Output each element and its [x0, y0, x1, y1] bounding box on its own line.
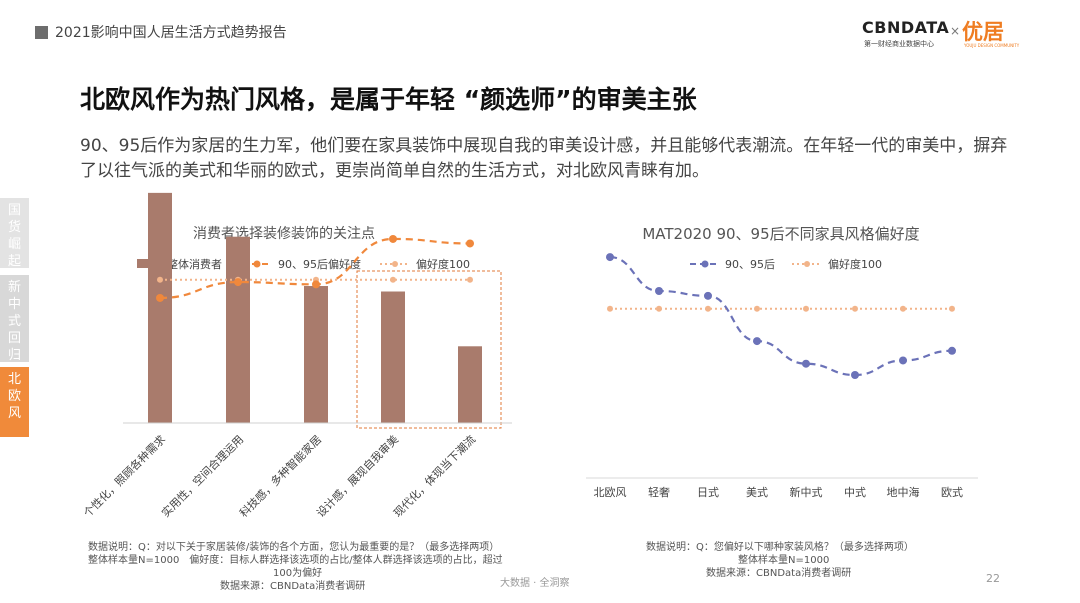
side-tab-char: 式	[7, 314, 21, 329]
x-tick-label-2: 科技感，多种智能家居	[236, 432, 324, 520]
youju-logo: 优居	[962, 20, 1004, 44]
x-tick-label-4: 现代化，体现当下潮流	[390, 432, 478, 520]
right-preference-point-1	[655, 287, 663, 295]
side-tab-char: 起	[7, 254, 21, 269]
right-preference-point-7	[948, 346, 956, 355]
side-tab-char: 中	[7, 297, 21, 312]
side-tab-char: 国	[7, 203, 21, 218]
side-tab-char: 回	[7, 331, 21, 346]
highlight-box	[356, 270, 502, 429]
right-preference-point-2	[704, 291, 712, 300]
legend-baseline-label: 偏好度100	[416, 257, 470, 271]
bar-3	[381, 291, 405, 423]
cbndata-logo-subtitle: 第一财经商业数据中心	[864, 40, 934, 48]
preference-point-4	[466, 239, 474, 248]
page-description: 90、95后作为家居的生力军，他们要在家具装饰中展现自我的审美设计感，并且能够代…	[80, 136, 1008, 181]
right-chart-title: MAT2020 90、95后不同家具风格偏好度	[642, 225, 919, 243]
bar-2	[304, 286, 328, 423]
preference-point-2	[312, 280, 320, 289]
right-chart-notes: 数据说明：Q：您偏好以下哪种家装风格？（最多选择两项） 整体样本量N=1000 …	[646, 541, 914, 580]
note-line: 数据来源：CBNData消费者调研	[706, 568, 852, 579]
right-baseline-point-7	[949, 305, 955, 312]
side-tab-guohuo[interactable]: 国 货 崛 起	[0, 198, 29, 269]
right-x-tick-label-0: 北欧风	[594, 486, 627, 499]
bar-0	[148, 192, 172, 423]
right-baseline-point-1	[656, 305, 662, 312]
legend-bar-label: 整体消费者	[167, 257, 222, 271]
preference-line	[159, 237, 471, 300]
page-number: 22	[986, 572, 1000, 585]
report-title: 2021影响中国人居生活方式趋势报告	[55, 25, 287, 41]
right-preference-point-5	[851, 371, 859, 379]
right-x-tick-label-5: 中式	[844, 486, 866, 499]
right-chart-legend: 90、95后 偏好度100	[690, 257, 882, 271]
legend-line-marker	[701, 260, 709, 268]
note-line: 100为偏好	[273, 568, 323, 579]
note-line: 整体样本量N=1000 偏好度：目标人群选择该选项的占比/整体人群选择该选项的占…	[88, 555, 503, 566]
legend-baseline-marker	[804, 261, 810, 267]
bar-4	[458, 346, 482, 423]
note-line: 数据说明：Q：您偏好以下哪种家装风格？（最多选择两项）	[646, 542, 914, 553]
right-x-tick-label-6: 地中海	[887, 485, 920, 499]
right-baseline-point-6	[900, 305, 906, 312]
preference-point-1	[234, 278, 242, 287]
right-preference-point-0	[606, 253, 614, 262]
baseline-point-3	[390, 276, 396, 283]
side-tab-char: 欧	[7, 389, 21, 404]
right-x-tick-label-1: 轻奢	[648, 485, 670, 499]
left-chart-notes: 数据说明：Q：对以下关于家居装修/装饰的各个方面，您认为最重要的是？（最多选择两…	[88, 541, 503, 593]
right-baseline-point-3	[754, 305, 760, 312]
side-tab-beioufeng[interactable]: 北 欧 风	[0, 367, 29, 437]
side-tab-char: 风	[7, 406, 21, 421]
left-chart-title: 消费者选择装修装饰的关注点	[193, 226, 375, 242]
youju-logo-subtitle: YOUJU DESIGN COMMUNITY	[964, 43, 1020, 48]
x-tick-label-3: 设计感，展现自我审美	[313, 432, 401, 520]
cbndata-logo: CBNDATA	[862, 18, 950, 37]
side-tab-char: 新	[7, 280, 21, 295]
logo-times-sign: ×	[950, 24, 961, 38]
note-line: 整体样本量N=1000	[738, 555, 830, 566]
header-square-icon	[35, 25, 48, 39]
right-preference-point-6	[899, 356, 907, 365]
side-tab-char: 北	[7, 372, 21, 387]
page-title: 北欧风作为热门风格，是属于年轻 “颜选师”的审美主张	[80, 85, 697, 114]
footer-slogan: 大数据 · 全洞察	[500, 578, 570, 589]
note-line: 数据来源：CBNData消费者调研	[220, 581, 366, 592]
side-tab-char: 归	[7, 348, 21, 363]
brand-logo: CBNDATA 第一财经商业数据中心 × 优居 YOUJU DESIGN COM…	[862, 18, 1019, 52]
x-tick-label-0: 个性化，照顾各种需求	[80, 432, 168, 520]
right-x-tick-label-7: 欧式	[941, 486, 963, 499]
right-x-tick-label-4: 新中式	[790, 485, 823, 499]
legend-baseline-marker	[392, 261, 398, 267]
right-preference-point-4	[802, 359, 810, 368]
report-header: 2021影响中国人居生活方式趋势报告	[35, 22, 287, 42]
legend-line-label: 90、95后偏好度	[278, 257, 361, 271]
side-tab-char: 货	[7, 220, 21, 235]
side-tab-xinzhongshi[interactable]: 新 中 式 回 归	[0, 275, 29, 363]
right-x-tick-label-2: 日式	[697, 486, 719, 499]
x-tick-label-1: 实用性，空间合理运用	[158, 432, 246, 520]
preference-point-0	[156, 293, 164, 302]
baseline-point-4	[467, 276, 473, 283]
left-chart-legend: 整体消费者 90、95后偏好度 偏好度100	[137, 257, 470, 271]
right-baseline-point-0	[607, 305, 613, 312]
right-baseline-point-5	[852, 305, 858, 312]
right-preference-point-3	[753, 337, 761, 346]
legend-line-marker	[253, 260, 261, 268]
legend-baseline-label: 偏好度100	[828, 257, 882, 271]
preference-point-3	[389, 234, 397, 243]
bar-1	[226, 236, 250, 423]
right-baseline-point-2	[705, 305, 711, 312]
right-baseline-point-4	[803, 305, 809, 312]
baseline-point-0	[157, 276, 163, 283]
note-line: 数据说明：Q：对以下关于家居装修/装饰的各个方面，您认为最重要的是？（最多选择两…	[88, 542, 500, 553]
side-tab-char: 崛	[7, 237, 21, 252]
right-x-tick-label-3: 美式	[746, 486, 768, 499]
legend-line-label: 90、95后	[725, 258, 775, 271]
